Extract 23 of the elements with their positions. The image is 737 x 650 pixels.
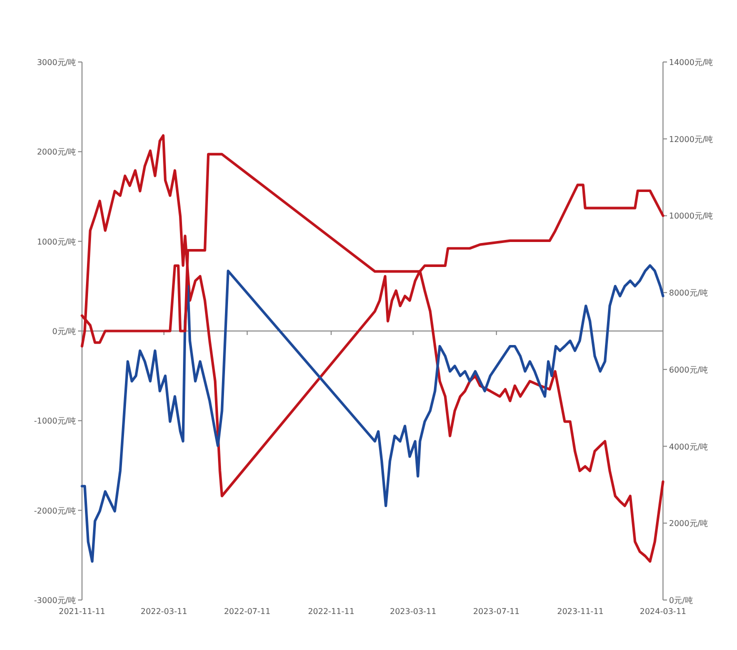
y2-tick-label: 2000元/吨 <box>669 519 708 528</box>
x-tick-label: 2022-11-11 <box>308 607 354 616</box>
x-tick-label: 2023-07-11 <box>473 607 520 616</box>
y2-tick-label: 6000元/吨 <box>669 365 708 374</box>
y-tick-label: -2000元/吨 <box>34 506 76 516</box>
x-tick-label: 2023-11-11 <box>557 607 604 616</box>
x-tick-label: 2023-03-11 <box>390 607 436 616</box>
x-tick-label: 2022-07-11 <box>224 607 270 616</box>
y-tick-label: -1000元/吨 <box>34 416 76 426</box>
y-tick-label: 1000元/吨 <box>36 237 76 246</box>
x-tick-label: 2022-03-11 <box>140 607 188 616</box>
y2-tick-label: 14000元/吨 <box>669 58 714 67</box>
y2-tick-label: 12000元/吨 <box>669 134 714 144</box>
y2-tick-label: 8000元/吨 <box>669 288 708 298</box>
y2-tick-label: 4000元/吨 <box>669 442 708 452</box>
x-tick-label: 2021-11-11 <box>58 607 106 616</box>
y-tick-label: -3000元/吨 <box>34 596 76 605</box>
y2-tick-label: 10000元/吨 <box>669 212 714 221</box>
y-tick-label: 0元/吨 <box>52 327 76 336</box>
x-tick-label: 2024-03-11 <box>640 607 686 616</box>
y-tick-label: 3000元/吨 <box>36 58 76 67</box>
y-tick-label: 2000元/吨 <box>36 148 76 157</box>
y2-tick-label: 0元/吨 <box>669 596 693 605</box>
